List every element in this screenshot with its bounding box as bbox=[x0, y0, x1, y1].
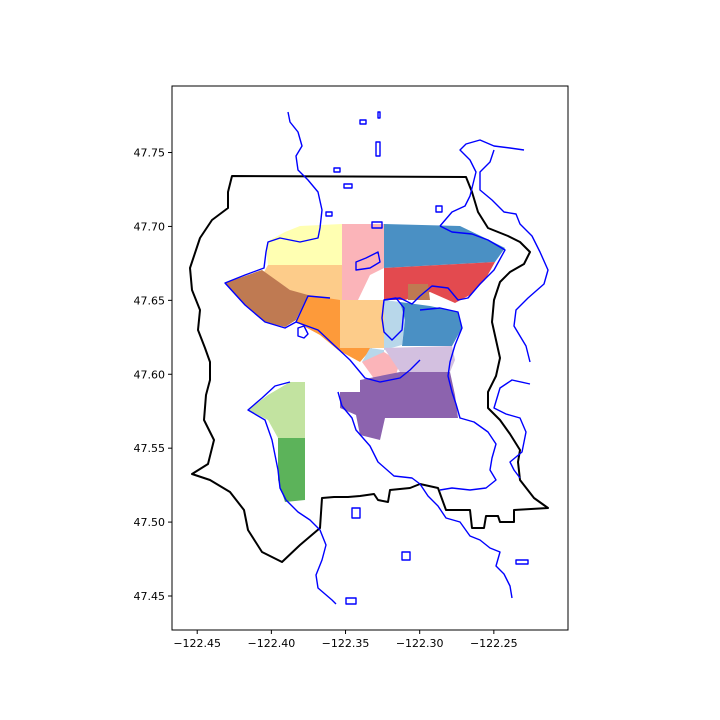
island-8 bbox=[435, 205, 443, 213]
region-brown-small bbox=[408, 284, 430, 300]
lake-union bbox=[381, 297, 405, 341]
region-peach-south bbox=[340, 300, 384, 348]
island-2 bbox=[377, 111, 381, 119]
y-tick-label: 47.75 bbox=[134, 147, 166, 160]
x-tick-label: −122.45 bbox=[173, 637, 221, 650]
water-features bbox=[224, 111, 549, 605]
y-tick-label: 47.50 bbox=[134, 516, 166, 529]
region-blue-east bbox=[400, 302, 462, 346]
region-purple bbox=[340, 372, 458, 440]
island-1 bbox=[359, 119, 367, 125]
island-5 bbox=[371, 221, 383, 229]
x-tick-label: −122.25 bbox=[470, 637, 518, 650]
region-light-green bbox=[248, 382, 305, 438]
axes-frame bbox=[171, 85, 569, 631]
y-tick-label: 47.65 bbox=[134, 294, 166, 307]
y-axis: 47.75 47.70 47.65 47.60 47.55 47.50 47.45 bbox=[134, 147, 172, 603]
east-shore-south bbox=[493, 379, 531, 479]
region-brown-west bbox=[225, 270, 308, 327]
region-orange bbox=[296, 295, 372, 362]
region-red-northeast bbox=[384, 262, 495, 303]
region-light-yellow bbox=[266, 224, 342, 265]
x-axis: −122.45 −122.40 −122.35 −122.30 −122.25 bbox=[173, 630, 518, 650]
island-12 bbox=[515, 559, 529, 565]
x-tick-label: −122.35 bbox=[322, 637, 370, 650]
y-tick-label: 47.45 bbox=[134, 590, 166, 603]
island-6 bbox=[375, 141, 381, 157]
island-3 bbox=[343, 183, 353, 189]
green-lake bbox=[355, 251, 381, 271]
region-pink-north bbox=[342, 224, 384, 300]
island-10 bbox=[401, 551, 411, 561]
region-pink-south bbox=[362, 352, 400, 380]
island-11 bbox=[345, 597, 357, 605]
duwamish-river bbox=[337, 391, 513, 599]
island-9 bbox=[351, 507, 361, 519]
puget-sound-south-shore bbox=[247, 381, 337, 605]
elliott-bay-shore bbox=[295, 321, 421, 383]
lake-washington-shoreline bbox=[419, 307, 497, 491]
region-blue-northeast bbox=[384, 224, 505, 268]
island-4 bbox=[333, 167, 341, 173]
y-tick-label: 47.60 bbox=[134, 368, 166, 381]
city-boundary bbox=[189, 175, 549, 563]
y-tick-label: 47.70 bbox=[134, 220, 166, 233]
neighborhood-regions bbox=[225, 224, 505, 502]
portage-bay bbox=[297, 325, 309, 339]
x-tick-label: −122.40 bbox=[248, 637, 296, 650]
puget-sound-west-shore bbox=[224, 111, 331, 329]
x-tick-label: −122.30 bbox=[396, 637, 444, 650]
lake-washington-west-shore bbox=[439, 139, 525, 227]
region-light-blue bbox=[362, 300, 405, 362]
region-green bbox=[278, 438, 305, 502]
lake-union-shore bbox=[383, 225, 506, 305]
region-lavender bbox=[384, 346, 455, 372]
island-7 bbox=[325, 211, 333, 217]
region-peach-north bbox=[264, 265, 342, 300]
lake-washington-east-shore bbox=[479, 149, 549, 363]
y-tick-label: 47.55 bbox=[134, 442, 166, 455]
